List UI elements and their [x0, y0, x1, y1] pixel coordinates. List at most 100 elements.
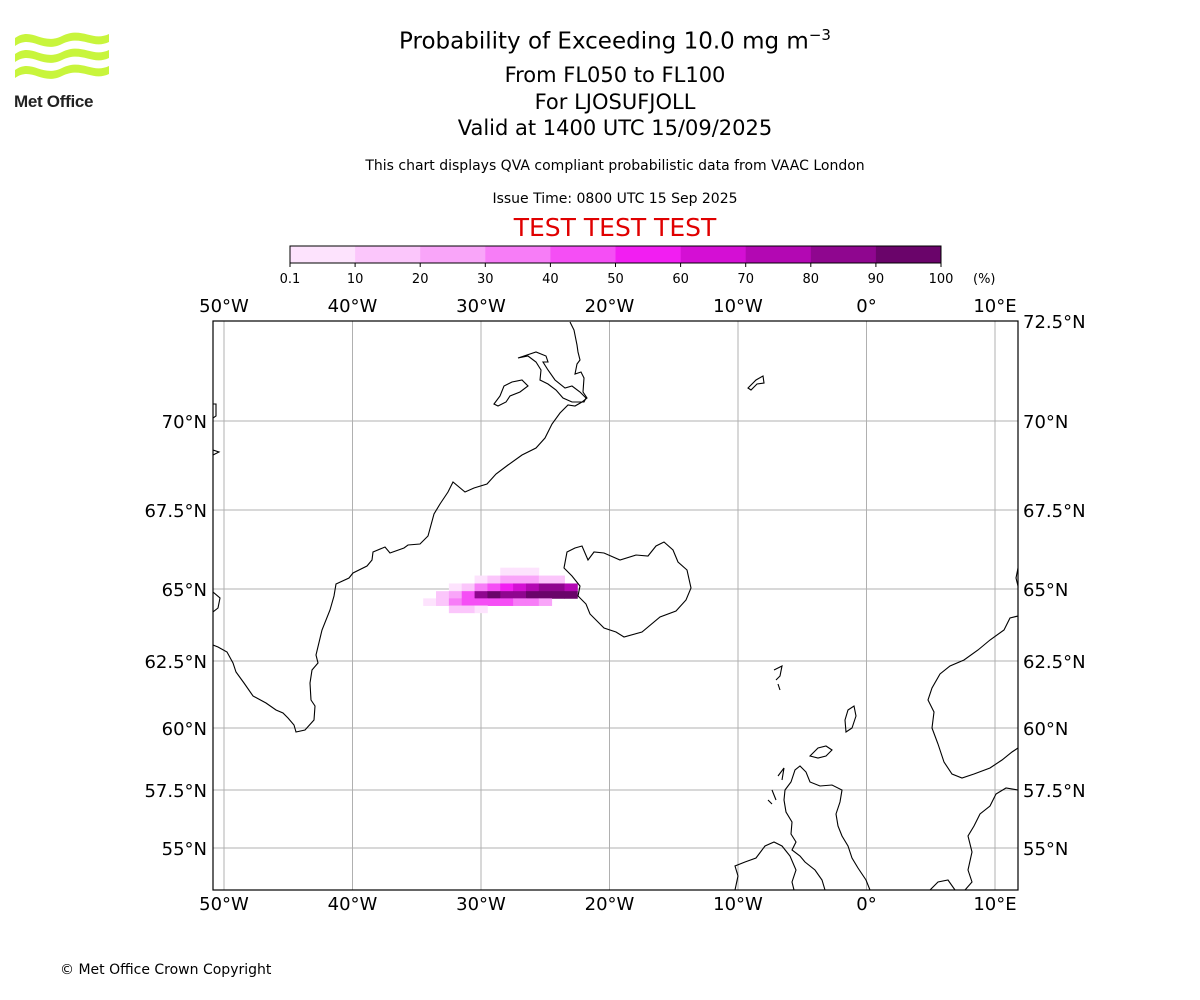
- graticule: [213, 321, 1018, 890]
- plume-cell: [474, 583, 488, 592]
- plume-cell: [448, 598, 463, 606]
- lat-label-right: 60°N: [1023, 719, 1068, 740]
- plume-cell: [525, 591, 540, 599]
- coast-greenland-ne: [517, 351, 587, 403]
- plume-cell: [448, 605, 463, 614]
- colorbar-swatch: [810, 246, 877, 263]
- plume-cell: [564, 583, 578, 592]
- plume-cell: [461, 605, 475, 614]
- plume-cell: [436, 591, 450, 599]
- plume-cell: [461, 591, 475, 599]
- plume-cell: [525, 598, 540, 606]
- colorbar-tick-label: 40: [542, 272, 559, 287]
- axis-labels: 50°W 50°W 40°W 40°W 30°W 30°W 20°W 20°W 10°W 10°W…: [144, 296, 1085, 915]
- plume-cell: [474, 575, 488, 584]
- colorbar-tick-label: 20: [412, 272, 429, 287]
- colorbar-swatch: [485, 246, 551, 263]
- plume-cell: [513, 567, 527, 576]
- lat-label-left: 55°N: [162, 839, 207, 860]
- lat-label-right: 57.5°N: [1023, 781, 1086, 802]
- colorbar-tick-label: 80: [803, 272, 820, 287]
- ash-probability-plume: [423, 567, 578, 614]
- coast-norway: [927, 615, 1018, 779]
- plume-cell: [564, 591, 578, 599]
- coast-jan-mayen: [747, 375, 765, 391]
- colorbar-swatch: [550, 246, 616, 263]
- lon-label-top: 30°W: [456, 296, 506, 317]
- plume-cell: [500, 567, 514, 576]
- plume-cell: [461, 583, 475, 592]
- lon-label-top: 40°W: [328, 296, 378, 317]
- chart-title-exponent: −3: [808, 26, 831, 44]
- colorbar-tick-label: 10: [347, 272, 364, 287]
- lon-label-top: 0°: [856, 296, 876, 317]
- plume-cell: [538, 598, 553, 606]
- plume-cell: [551, 583, 565, 592]
- coast-greenland-west: [213, 403, 221, 613]
- coast-shetland: [844, 705, 857, 733]
- plume-cell: [487, 598, 501, 606]
- plume-cell: [487, 583, 501, 592]
- coast-greenland: [213, 321, 588, 733]
- qva-note: This chart displays QVA compliant probab…: [365, 158, 865, 174]
- plume-cell: [461, 598, 475, 606]
- volcano-source: For LJOSUFJOLL: [534, 90, 696, 114]
- plume-cell: [551, 591, 565, 599]
- lon-label-top: 20°W: [585, 296, 635, 317]
- plume-cell: [448, 583, 463, 592]
- plume-cell: [487, 575, 501, 584]
- flight-levels: From FL050 to FL100: [504, 63, 726, 87]
- plume-cell: [513, 583, 527, 592]
- colorbar-tick-label: 0.1: [280, 272, 301, 287]
- colorbar-tick-label: 100: [929, 272, 954, 287]
- colorbar: 0.1 10 20 30 40 50 60 70 80 90 100 (%): [280, 245, 996, 287]
- colorbar-swatch: [290, 246, 356, 263]
- plume-cell: [525, 583, 540, 592]
- lat-label-right: 72.5°N: [1023, 312, 1086, 333]
- chart-title: Probability of Exceeding 10.0 mg m−3: [0, 26, 1200, 55]
- colorbar-tick-label: 90: [868, 272, 885, 287]
- lat-label-right: 67.5°N: [1023, 501, 1086, 522]
- plume-cell: [513, 575, 527, 584]
- colorbar-swatch: [615, 246, 681, 263]
- lon-label-bottom: 10°W: [713, 894, 763, 915]
- plume-cell: [513, 598, 527, 606]
- colorbar-swatch: [745, 246, 812, 263]
- lon-label-bottom: 40°W: [328, 894, 378, 915]
- lat-label-left: 62.5°N: [144, 652, 207, 673]
- lat-label-left: 65°N: [162, 580, 207, 601]
- plume-cell: [538, 575, 553, 584]
- lat-label-right: 65°N: [1023, 580, 1068, 601]
- plume-cell: [500, 591, 514, 599]
- test-banner: TEST TEST TEST: [513, 213, 717, 242]
- coast-ireland: [734, 841, 797, 890]
- logo-wave-3: [15, 64, 109, 79]
- coast-sweden-denmark: [929, 787, 1018, 890]
- lat-label-left: 60°N: [162, 719, 207, 740]
- colorbar-tick-label: 30: [477, 272, 494, 287]
- lat-label-left: 57.5°N: [144, 781, 207, 802]
- logo-text: Met Office: [14, 92, 94, 111]
- colorbar-swatch: [875, 246, 942, 263]
- plume-cell: [500, 583, 514, 592]
- coastlines: [213, 321, 1018, 890]
- lon-label-bottom: 0°: [856, 894, 876, 915]
- lat-label-right: 62.5°N: [1023, 652, 1086, 673]
- plume-cell: [487, 591, 501, 599]
- plume-cell: [538, 591, 553, 599]
- logo-wave-2: [15, 48, 109, 63]
- plume-cell: [500, 575, 514, 584]
- plume-cell: [448, 591, 463, 599]
- lon-label-top: 10°W: [713, 296, 763, 317]
- plume-cell: [551, 575, 565, 584]
- lat-label-left: 67.5°N: [144, 501, 207, 522]
- plume-cell: [436, 598, 450, 606]
- plume-cell: [525, 575, 540, 584]
- lon-label-bottom: 30°W: [456, 894, 506, 915]
- lat-label-left: 70°N: [162, 412, 207, 433]
- coast-iceland: [563, 541, 692, 638]
- chart-title-main: Probability of Exceeding 10.0 mg m: [399, 28, 809, 55]
- lon-label-top: 50°W: [199, 296, 249, 317]
- plume-cell: [474, 591, 488, 599]
